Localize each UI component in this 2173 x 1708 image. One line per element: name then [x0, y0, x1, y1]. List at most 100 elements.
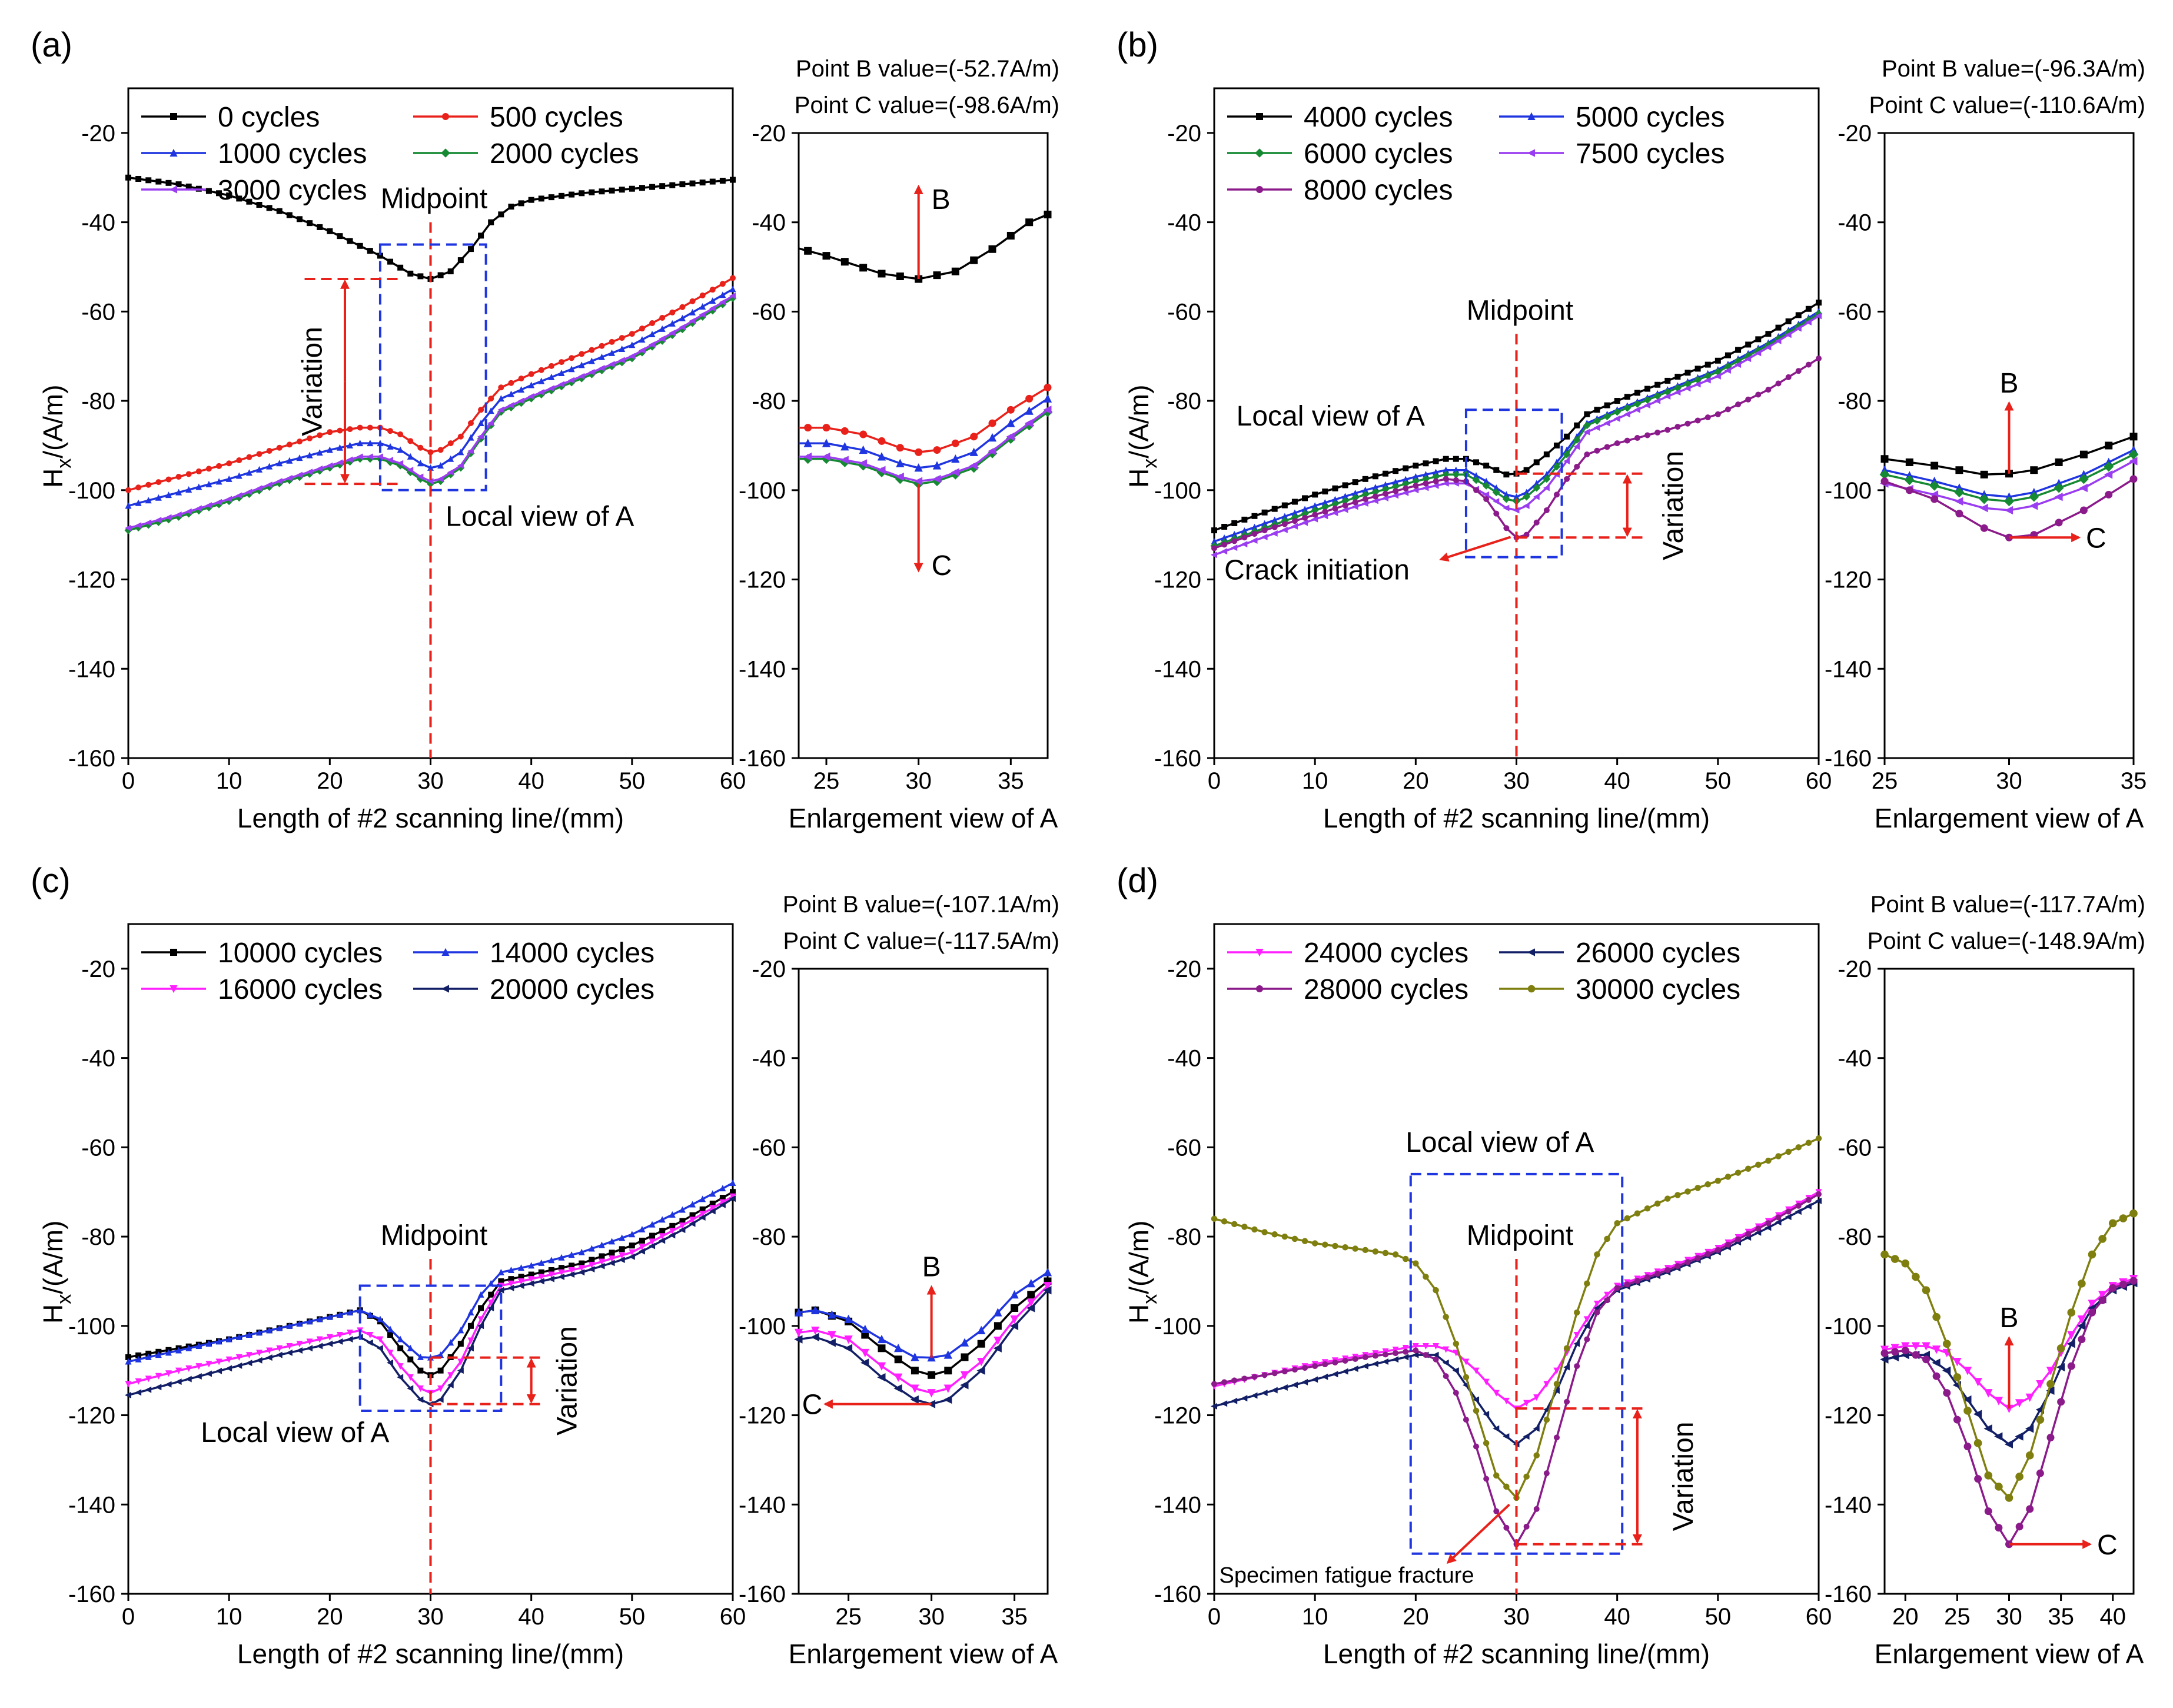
zoom-data-point	[960, 1371, 969, 1380]
legend-swatch-marker	[441, 948, 450, 956]
main-data-point	[649, 1242, 656, 1250]
zoom-data-point	[859, 445, 868, 454]
zoom-data-point	[2109, 1284, 2117, 1292]
main-data-point	[699, 311, 706, 318]
zoom-data-point	[877, 1334, 886, 1344]
zoom-data-point	[860, 1324, 869, 1334]
zoom-data-point	[2025, 1424, 2034, 1433]
zoom-data-point	[844, 1314, 853, 1323]
zoom-data-point	[2079, 483, 2088, 493]
main-data-point	[1352, 1355, 1358, 1362]
main-data-point	[367, 440, 374, 447]
main-data-point	[417, 444, 424, 451]
main-data-point	[1533, 484, 1541, 492]
main-data-point	[1463, 1374, 1470, 1381]
zoom-data-point	[877, 1362, 886, 1371]
main-data-point	[579, 1260, 585, 1267]
zoom-data-point	[2025, 1451, 2034, 1460]
main-data-point	[1714, 368, 1722, 376]
main-data-point	[407, 1374, 414, 1381]
main-data-point	[578, 361, 585, 368]
main-data-point	[1704, 1251, 1711, 1257]
main-data-point	[1533, 1506, 1540, 1512]
zoom-data-point	[810, 1332, 819, 1341]
main-data-point	[1211, 551, 1217, 559]
zoom-data-point	[840, 442, 849, 451]
main-data-point	[1281, 502, 1288, 509]
main-data-point	[457, 1367, 464, 1374]
zoom-data-point	[2046, 1434, 2055, 1441]
main-data-point	[1271, 530, 1278, 537]
main-x-tick-label: 30	[417, 1604, 444, 1630]
main-data-point	[598, 365, 605, 372]
main-data-point	[1634, 390, 1640, 396]
fracture-arrow	[1446, 1503, 1510, 1564]
main-data-point	[1664, 377, 1671, 384]
zoom-data-point	[2129, 457, 2138, 466]
main-data-point	[457, 1341, 464, 1347]
main-data-point	[1393, 1350, 1399, 1357]
main-data-point	[1332, 1242, 1338, 1250]
main-data-point	[518, 1274, 524, 1280]
main-data-point	[1231, 1221, 1238, 1228]
main-data-point	[518, 1264, 525, 1271]
zoom-data-point	[914, 463, 923, 472]
zoom-y-tick-label: -100	[1825, 1314, 1872, 1340]
main-data-point	[185, 183, 192, 190]
zoom-data-point	[2078, 474, 2089, 484]
zoom-data-point	[994, 1322, 1002, 1330]
main-data-point	[1594, 407, 1600, 413]
b-label: B	[932, 184, 951, 215]
main-data-point	[599, 188, 605, 195]
zoom-data-point	[1995, 1483, 2003, 1491]
main-y-tick-label: -80	[81, 388, 115, 414]
main-data-point	[1503, 1524, 1510, 1531]
main-data-point	[195, 505, 202, 512]
main-data-point	[639, 1225, 646, 1232]
main-data-point	[286, 212, 293, 218]
main-data-point	[236, 457, 242, 463]
zoom-data-point	[2055, 519, 2063, 527]
variation-label: Variation	[1658, 451, 1689, 560]
main-data-point	[175, 1367, 182, 1374]
zoom-data-point	[2046, 1367, 2055, 1375]
zoom-data-point	[2004, 1440, 2013, 1449]
main-data-point	[1593, 424, 1600, 431]
main-data-point	[1342, 1244, 1348, 1251]
main-data-point	[1432, 473, 1440, 481]
main-data-point	[679, 1206, 686, 1213]
main-data-point	[1513, 493, 1520, 500]
zoom-data-point	[822, 424, 830, 432]
main-data-point	[1563, 450, 1571, 458]
main-data-point	[255, 1357, 263, 1364]
zoom-data-point	[804, 424, 812, 432]
main-data-point	[447, 1381, 454, 1388]
main-data-point	[347, 238, 353, 244]
main-data-point	[1725, 1174, 1732, 1180]
zoom-data-point	[2015, 1432, 2024, 1441]
main-data-point	[326, 1313, 333, 1320]
zoom-data-point	[1904, 475, 1915, 486]
main-data-point	[1341, 1368, 1348, 1375]
main-data-point	[467, 1322, 474, 1329]
main-data-point	[1553, 442, 1560, 448]
main-data-point	[1281, 526, 1288, 533]
main-data-point	[1765, 387, 1772, 393]
main-data-point	[376, 453, 383, 460]
zoom-y-tick-label: -80	[1838, 1224, 1872, 1250]
main-data-point	[1432, 1351, 1439, 1358]
panel-d: (d)0 10 20 30 40 50 60-160-140-120-100-80-60-4…	[1117, 862, 2145, 1669]
zoom-data-point	[1922, 1342, 1931, 1351]
zoom-data-point	[828, 1331, 836, 1340]
main-data-point	[155, 1373, 162, 1380]
crack-arrow	[1439, 536, 1511, 562]
main-data-point	[679, 304, 686, 310]
main-data-point	[719, 281, 726, 287]
zoom-data-point	[1994, 1432, 2003, 1441]
main-data-point	[1694, 376, 1702, 384]
main-data-point	[266, 448, 273, 454]
main-data-point	[548, 1257, 555, 1264]
main-data-point	[1473, 1367, 1480, 1374]
main-data-point	[1211, 538, 1218, 545]
zoom-data-point	[932, 461, 942, 470]
